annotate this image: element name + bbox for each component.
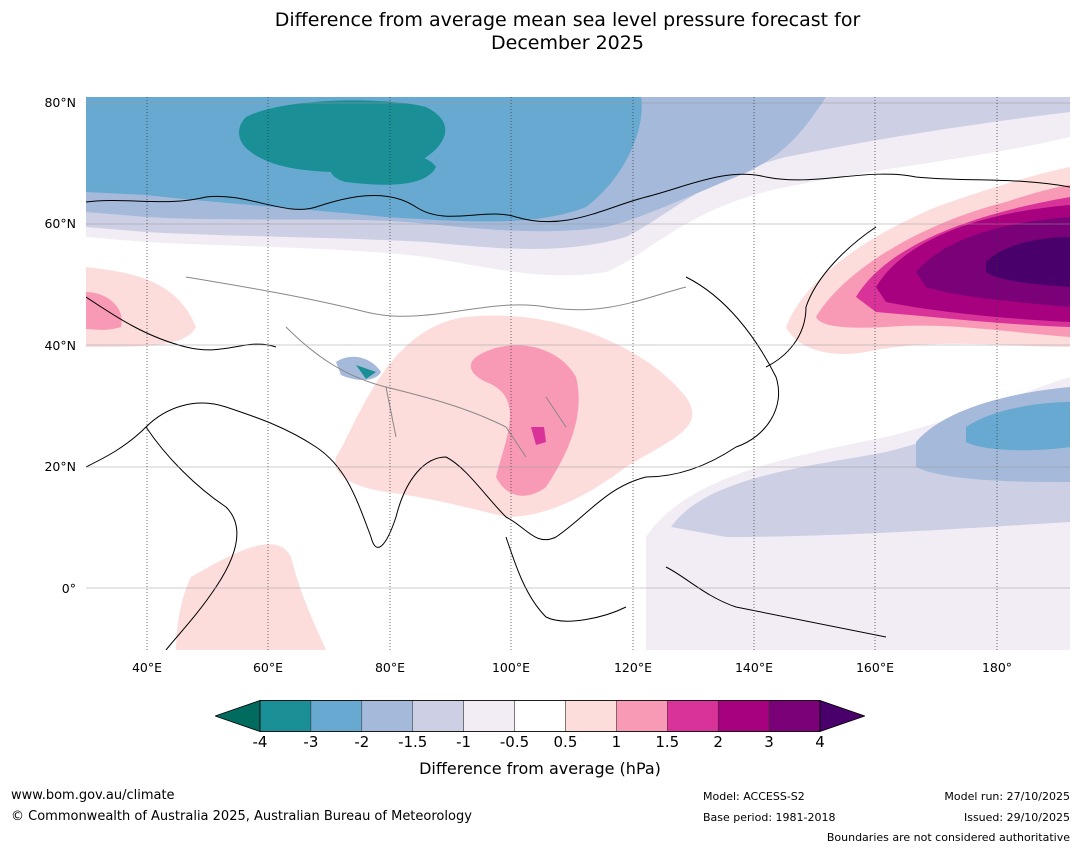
longitude-gridlines: [146, 97, 998, 650]
lat-label-0: 0°: [61, 581, 76, 596]
anomaly-fill-china-pos1: [470, 345, 579, 496]
lon-label-120e: 120°E: [613, 660, 652, 675]
title-line-1: Difference from average mean sea level p…: [274, 9, 861, 31]
anomaly-fill-pos4: [986, 237, 1070, 287]
colorbar-tick-label: -1.5: [398, 733, 428, 751]
colorbar-tick-label: 4: [815, 733, 825, 751]
colorbar-tick-label: 1.5: [655, 733, 680, 751]
lon-label-160e: 160°E: [855, 660, 894, 675]
colorbar-extend-high: [819, 700, 865, 732]
colorbar-segment: [310, 700, 363, 732]
colorbar-segment: [717, 700, 770, 732]
colorbar-tick-label: -1: [456, 733, 472, 751]
footer-issued: Issued: 29/10/2025: [963, 811, 1070, 824]
colorbar-segment: [361, 700, 413, 732]
anomaly-fill-china-pos15: [531, 427, 546, 445]
colorbar-label: Difference from average (hPa): [419, 759, 661, 778]
anomaly-fill-neg3b: [329, 151, 436, 185]
lat-label-40n: 40°N: [44, 338, 76, 353]
colorbar-tick-label: 1: [611, 733, 622, 751]
colorbar-tick-label: -2: [354, 733, 370, 751]
country-boundaries: [185, 276, 687, 458]
lat-label-80n: 80°N: [44, 95, 76, 110]
footer-model-run: Model run: 27/10/2025: [944, 790, 1070, 803]
lon-label-80e: 80°E: [374, 660, 406, 675]
colorbar: [215, 700, 865, 732]
title-line-2: December 2025: [491, 32, 644, 54]
latitude-gridlines: [86, 102, 1070, 589]
footer-url[interactable]: www.bom.gov.au/climate: [11, 788, 175, 803]
lon-label-40e: 40°E: [131, 660, 163, 675]
footer-base-period: Base period: 1981-2018: [703, 811, 836, 824]
anomaly-fill-pacific-neg3: [966, 402, 1070, 451]
colorbar-segment: [667, 700, 719, 732]
colorbar-tick-label: -3: [303, 733, 319, 751]
footer-model: Model: ACCESS-S2: [703, 790, 805, 803]
footer-copyright: © Commonwealth of Australia 2025, Austra…: [11, 809, 472, 824]
map-canvas: [86, 97, 1070, 650]
colorbar-tick-label: 3: [764, 733, 774, 751]
colorbar-segment: [616, 700, 668, 732]
colorbar-segment: [768, 700, 821, 732]
colorbar-segment: [412, 700, 464, 732]
colorbar-extend-low: [215, 700, 261, 732]
chart-title: Difference from average mean sea level p…: [0, 9, 1081, 55]
lat-label-60n: 60°N: [44, 216, 76, 231]
colorbar-tick-label: -4: [252, 733, 268, 751]
anomaly-fill-himalaya-neg2: [356, 365, 376, 379]
colorbar-segment: [565, 700, 617, 732]
colorbar-segment: [259, 700, 312, 732]
colorbar-segment: [514, 700, 566, 732]
anomaly-fill-africa-pos05: [176, 544, 326, 650]
anomaly-fill-westasia-pos1: [86, 292, 122, 330]
pressure-anomaly-map: [86, 97, 1070, 650]
lon-label-180: 180°: [981, 660, 1013, 675]
colorbar-tick-label: 2: [713, 733, 723, 751]
lat-label-20n: 20°N: [44, 459, 76, 474]
footer-disclaimer: Boundaries are not considered authoritat…: [826, 831, 1070, 844]
lon-label-140e: 140°E: [734, 660, 773, 675]
colorbar-tick-label: 0.5: [553, 733, 578, 751]
colorbar-segment: [463, 700, 515, 732]
lon-label-100e: 100°E: [491, 660, 530, 675]
lon-label-60e: 60°E: [252, 660, 284, 675]
colorbar-tick-label: -0.5: [499, 733, 530, 751]
